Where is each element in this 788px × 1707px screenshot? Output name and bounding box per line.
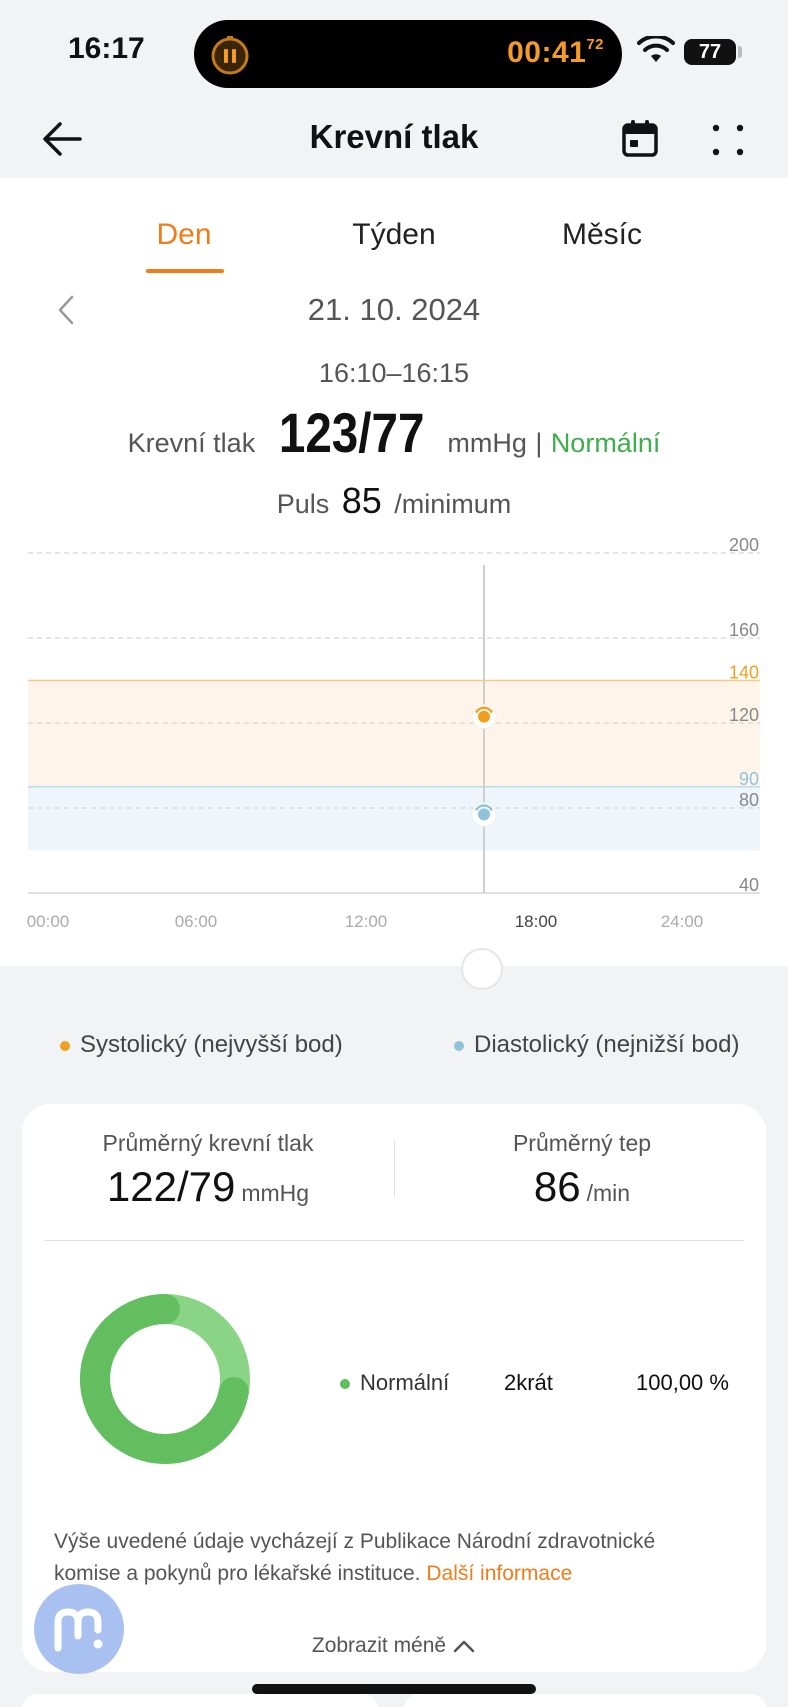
normal-dot-icon [340, 1379, 350, 1389]
bp-value: 123/77 [278, 401, 425, 464]
avg-bp-unit: mmHg [241, 1180, 310, 1206]
donut-segment-normal [80, 1294, 250, 1464]
y-tick-40: 40 [739, 875, 759, 895]
systolic-point-ring [474, 706, 494, 714]
home-indicator[interactable] [252, 1684, 536, 1694]
chart-legend: Systolický (nejvyšší bod) Diastolický (n… [0, 1025, 788, 1065]
legend-diastolic-label: Diastolický (nejnižší bod) [474, 1031, 740, 1058]
x-tick-0000: 00:00 [27, 912, 70, 928]
systolic-point [478, 710, 490, 723]
vertical-divider [394, 1140, 395, 1198]
systolic-dot-icon [60, 1040, 70, 1051]
show-less-label: Zobrazit méně [311, 1634, 447, 1657]
dynamic-island[interactable]: 00:4172 [194, 20, 622, 88]
more-options-icon[interactable] [710, 122, 746, 158]
y-tick-160: 160 [729, 620, 759, 640]
battery-tip [738, 46, 742, 58]
stopwatch-time: 00:4172 [507, 36, 604, 70]
assistant-fab[interactable] [34, 1584, 124, 1674]
pause-icon[interactable] [208, 32, 252, 76]
time-range: 16:10–16:15 [318, 358, 470, 388]
show-less-button[interactable]: Zobrazit méně [22, 1634, 766, 1658]
x-tick-1800: 18:00 [515, 912, 558, 928]
pulse-unit: /minimum [394, 489, 512, 519]
distribution-count: 2krát [504, 1370, 553, 1395]
period-tabs: Den Týden Měsíc [0, 218, 788, 278]
next-card-left [22, 1694, 378, 1707]
battery-indicator: 77 [684, 39, 736, 65]
more-info-link[interactable]: Další informace [426, 1562, 573, 1585]
bp-label: Krevní tlak [127, 428, 256, 458]
app-header: Krevní tlak [0, 100, 788, 178]
bp-separator: | [535, 428, 543, 458]
active-tab-indicator [146, 269, 224, 273]
wifi-icon [637, 36, 675, 62]
chevron-left-icon[interactable] [52, 292, 80, 328]
y-tick-90: 90 [739, 769, 759, 789]
tab-day[interactable]: Den [156, 218, 212, 251]
x-tick-2400: 24:00 [661, 912, 704, 928]
y-tick-120: 120 [729, 705, 759, 725]
selected-date: 21. 10. 2024 [307, 292, 481, 327]
tab-month[interactable]: Měsíc [561, 218, 642, 251]
summary-card: Průměrný krevní tlak 122/79 mmHg Průměrný… [22, 1104, 766, 1672]
avg-bp-title: Průměrný krevní tlak [102, 1130, 314, 1156]
back-arrow-icon[interactable] [40, 116, 86, 162]
note-text: Výše uvedené údaje vycházejí z Publikace… [54, 1530, 656, 1585]
drag-handle[interactable] [461, 948, 503, 990]
diastolic-threshold-band [28, 786, 760, 851]
pulse-value: 85 [341, 480, 382, 521]
chevron-up-icon [453, 1641, 475, 1653]
diastolic-point-ring [474, 804, 494, 812]
status-time: 16:17 [68, 32, 145, 65]
page-title: Krevní tlak [309, 118, 479, 155]
avg-hr-title: Průměrný tep [512, 1130, 652, 1156]
x-tick-1200: 12:00 [345, 912, 388, 928]
legend-systolic: Systolický (nejvyšší bod) [60, 1031, 343, 1059]
avg-hr-unit: /min [586, 1180, 631, 1206]
y-tick-80: 80 [739, 790, 759, 810]
status-bar: 16:17 00:4172 77 [0, 0, 788, 100]
systolic-threshold-band [28, 680, 760, 787]
diastolic-point [478, 808, 490, 821]
distribution-label: Normální [360, 1370, 450, 1395]
assistant-logo-icon [54, 1608, 103, 1652]
pulse-label: Puls [276, 489, 330, 519]
tab-week[interactable]: Týden [352, 218, 436, 251]
bp-unit: mmHg [447, 428, 527, 458]
bp-reading: Krevní tlak 123/77 mmHg | Normální [0, 400, 788, 465]
stopwatch-fraction: 72 [586, 36, 604, 53]
legend-diastolic: Diastolický (nejnižší bod) [454, 1031, 739, 1059]
avg-hr-value: 86 [533, 1163, 581, 1210]
average-bp: Průměrný krevní tlak 122/79 mmHg [78, 1130, 338, 1211]
calendar-icon[interactable] [621, 118, 659, 158]
x-tick-0600: 06:00 [175, 912, 218, 928]
bp-status: Normální [550, 428, 661, 458]
legend-systolic-label: Systolický (nejvyšší bod) [80, 1031, 343, 1058]
distribution-donut-chart [80, 1294, 250, 1464]
source-note: Výše uvedené údaje vycházejí z Publikace… [54, 1526, 714, 1590]
y-tick-200: 200 [729, 535, 759, 555]
y-tick-140: 140 [729, 663, 759, 683]
horizontal-divider [44, 1240, 744, 1241]
pulse-reading: Puls 85 /minimum [0, 480, 788, 522]
average-heart-rate: Průměrný tep 86/min [452, 1130, 712, 1211]
next-card-right [404, 1694, 766, 1707]
diastolic-dot-icon [454, 1040, 464, 1051]
stopwatch-main: 00:41 [507, 36, 587, 69]
distribution-percent: 100,00 % [636, 1370, 729, 1395]
chart-panel: Den Týden Měsíc 21. 10. 2024 16:10–16:15… [0, 178, 788, 966]
avg-bp-value: 122/79 [106, 1163, 236, 1210]
